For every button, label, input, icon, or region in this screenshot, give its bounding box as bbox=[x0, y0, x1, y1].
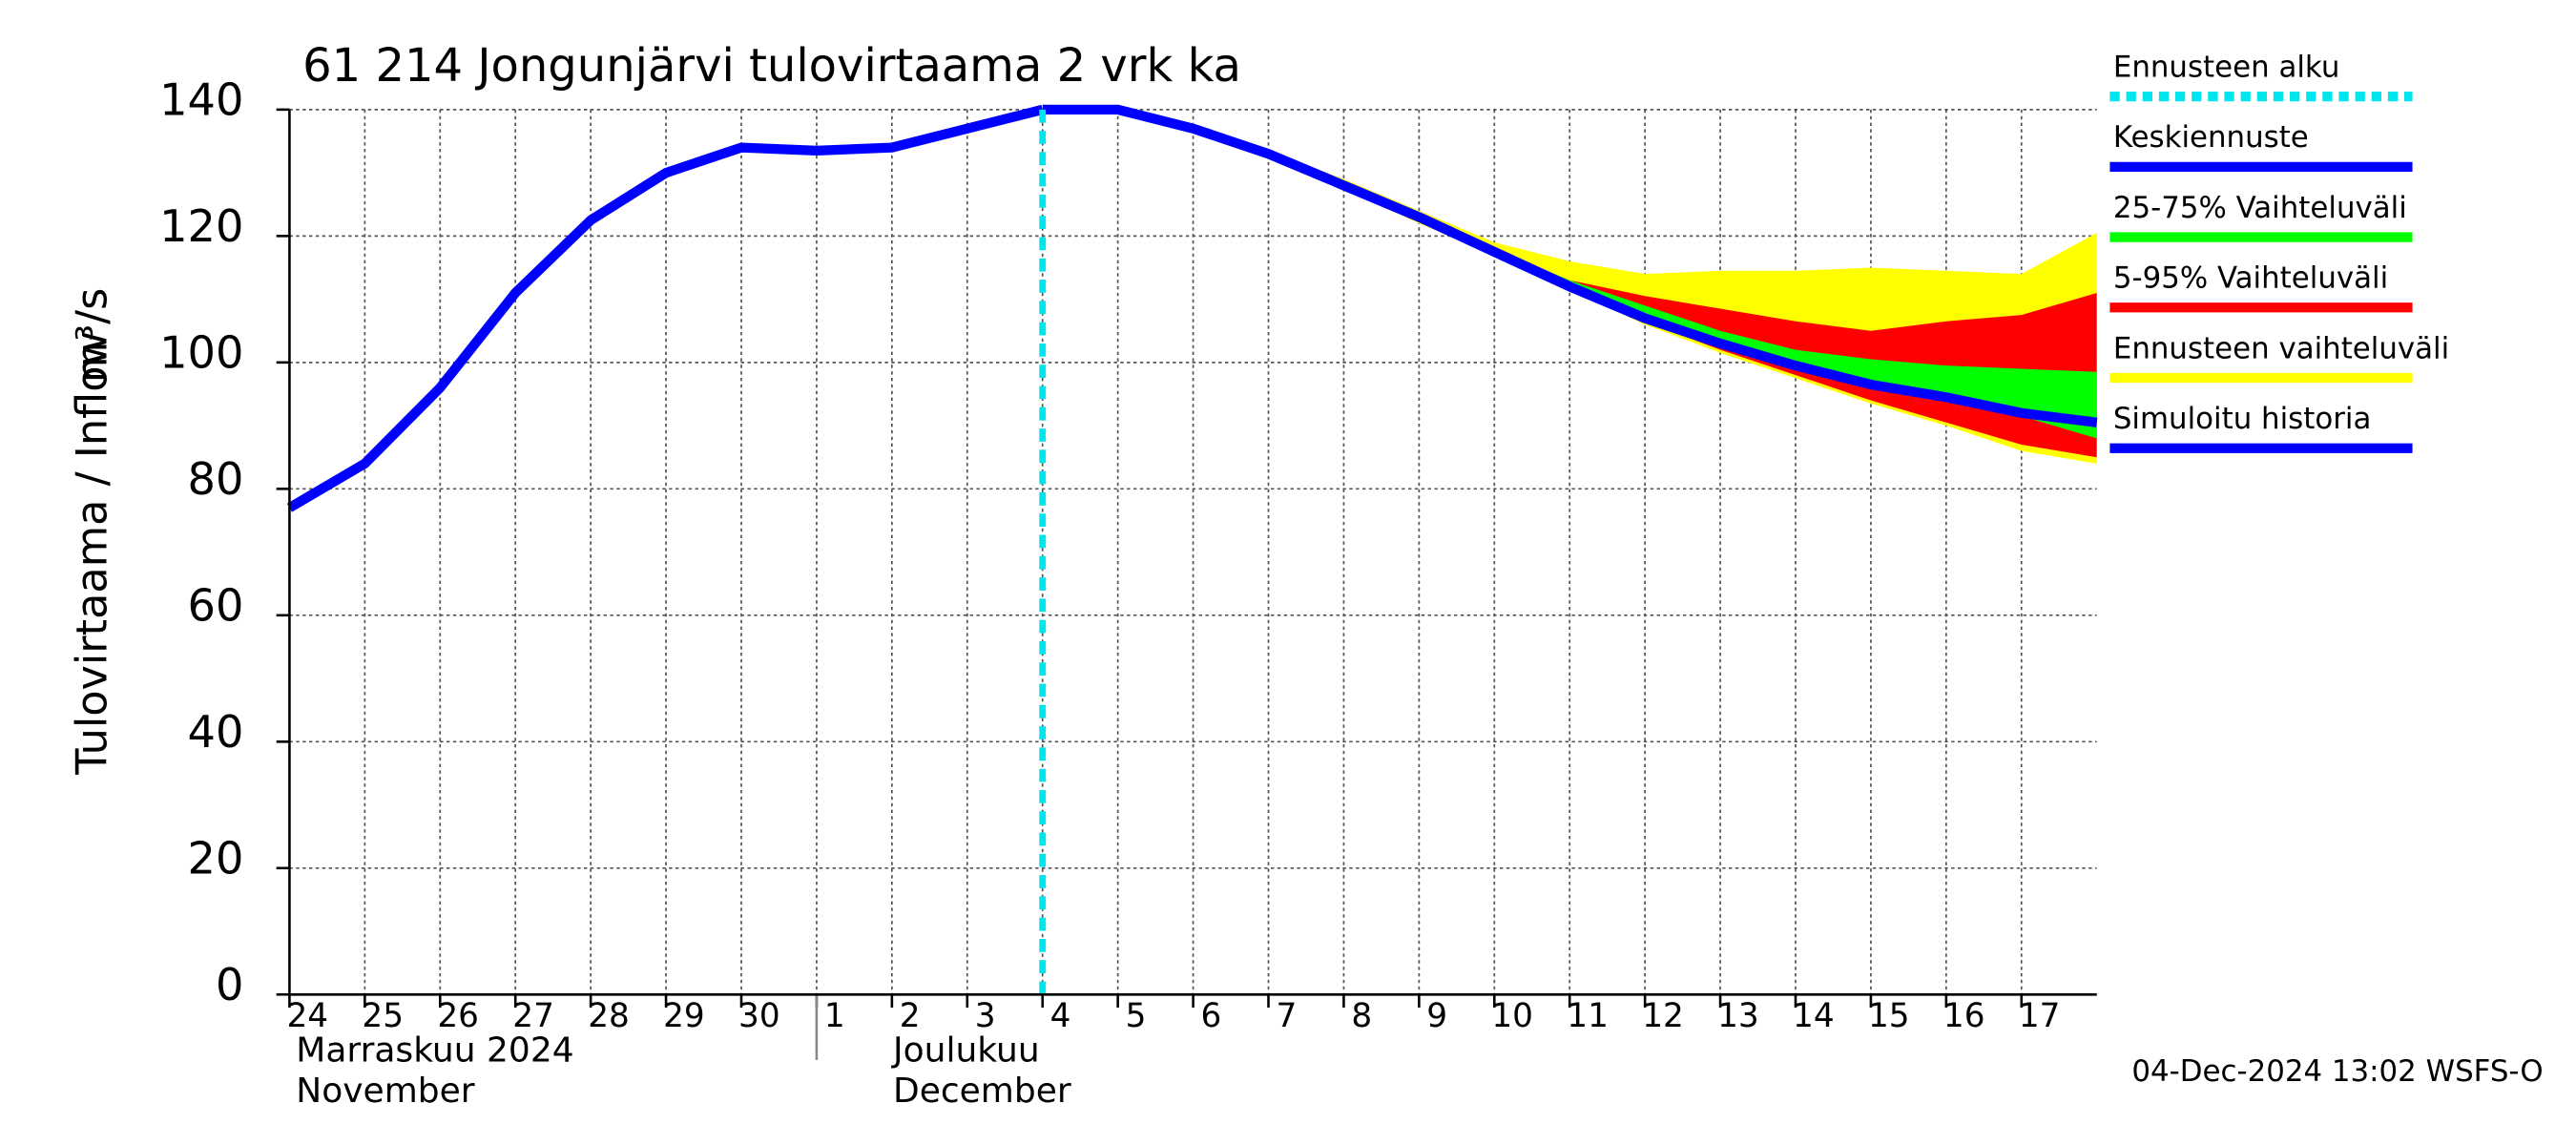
y-tick-label: 100 bbox=[159, 326, 243, 378]
x-tick-label: 10 bbox=[1491, 997, 1533, 1035]
legend-label: Simuloitu historia bbox=[2113, 402, 2372, 436]
y-axis-unit: m³/s bbox=[67, 288, 116, 384]
x-tick-label: 16 bbox=[1943, 997, 1985, 1035]
x-tick-label: 26 bbox=[437, 997, 479, 1035]
month-label: Marraskuu 2024 bbox=[296, 1030, 573, 1070]
x-tick-label: 14 bbox=[1793, 997, 1835, 1035]
month-label: December bbox=[893, 1072, 1071, 1111]
y-tick-label: 60 bbox=[188, 579, 244, 631]
x-tick-label: 7 bbox=[1276, 997, 1297, 1035]
x-tick-label: 8 bbox=[1351, 997, 1372, 1035]
line bbox=[286, 104, 1044, 512]
x-tick-label: 6 bbox=[1201, 997, 1222, 1035]
chart-title: 61 214 Jongunjärvi tulovirtaama 2 vrk ka bbox=[302, 39, 1241, 93]
x-tick-label: 28 bbox=[588, 997, 630, 1035]
legend-label: Ennusteen vaihteluväli bbox=[2113, 331, 2449, 365]
x-tick-label: 15 bbox=[1868, 997, 1910, 1035]
y-tick-label: 0 bbox=[216, 959, 243, 1010]
x-tick-label: 29 bbox=[663, 997, 705, 1035]
x-tick-label: 2 bbox=[900, 997, 921, 1035]
x-tick-label: 27 bbox=[512, 997, 554, 1035]
x-tick-label: 5 bbox=[1126, 997, 1147, 1035]
x-tick-label: 25 bbox=[362, 997, 404, 1035]
x-tick-label: 30 bbox=[738, 997, 780, 1035]
x-tick-label: 13 bbox=[1717, 997, 1759, 1035]
legend-label: Ennusteen alku bbox=[2113, 50, 2340, 84]
legend-label: Keskiennuste bbox=[2113, 120, 2309, 155]
x-tick-label: 1 bbox=[824, 997, 845, 1035]
y-tick-label: 140 bbox=[159, 74, 243, 126]
line bbox=[1042, 104, 2098, 427]
x-tick-label: 17 bbox=[2019, 997, 2061, 1035]
y-axis-label: Tulovirtaama / Inflow bbox=[67, 331, 116, 776]
y-tick-label: 80 bbox=[188, 453, 244, 505]
x-tick-label: 9 bbox=[1426, 997, 1447, 1035]
x-tick-label: 3 bbox=[975, 997, 996, 1035]
legend-label: 5-95% Vaihteluväli bbox=[2113, 261, 2388, 296]
y-tick-label: 40 bbox=[188, 706, 244, 758]
x-tick-label: 24 bbox=[286, 997, 328, 1035]
band bbox=[1042, 109, 2097, 439]
legend-label: 25-75% Vaihteluväli bbox=[2113, 191, 2407, 225]
month-label: November bbox=[296, 1072, 474, 1111]
x-tick-label: 12 bbox=[1642, 997, 1684, 1035]
month-label: Joulukuu bbox=[891, 1030, 1040, 1070]
x-tick-label: 11 bbox=[1567, 997, 1609, 1035]
y-tick-label: 120 bbox=[159, 200, 243, 252]
y-tick-label: 20 bbox=[188, 832, 244, 884]
x-tick-label: 4 bbox=[1050, 997, 1071, 1035]
footer: 04-Dec-2024 13:02 WSFS-O bbox=[2131, 1054, 2543, 1089]
